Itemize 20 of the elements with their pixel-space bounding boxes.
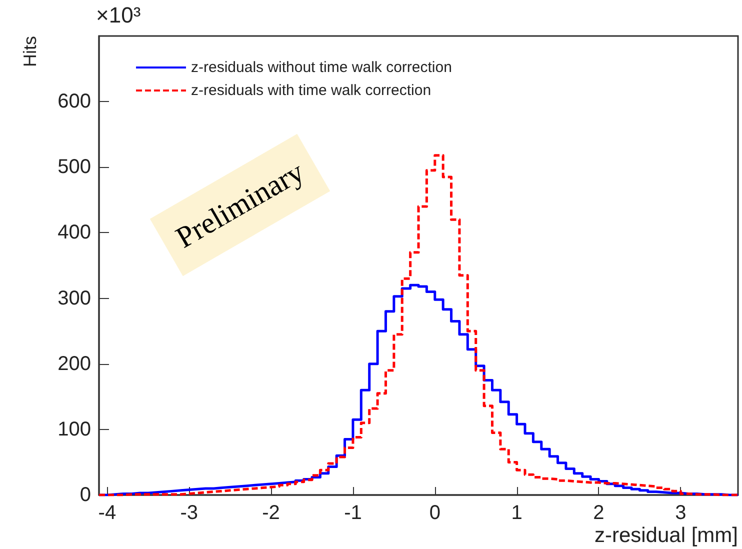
x-tick-label: 1 [511,502,522,524]
y-tick-label: 200 [58,352,91,375]
y-axis-title: Hits [20,36,40,67]
y-tick-label: 400 [58,222,91,244]
x-tick-label: -2 [262,502,280,524]
y-tick-label: 500 [58,156,91,178]
x-tick-label: 3 [675,502,686,524]
y-tick-label: 100 [58,418,91,440]
legend-label: z-residuals with time walk correction [191,82,432,99]
x-tick-label: 0 [429,502,440,524]
y-tick-label: 600 [58,90,91,113]
x-tick-label: -3 [180,502,198,524]
x-axis-title: z-residual [mm] [594,524,738,547]
text: ×10³ [96,2,141,28]
legend-label: z-residuals without time walk correction [191,59,452,76]
y-tick-label: 300 [58,287,91,310]
x-tick-label: -4 [98,502,116,524]
y-tick-label: 0 [80,484,91,506]
x-tick-label: 2 [593,502,604,524]
x-tick-label: -1 [344,502,362,524]
